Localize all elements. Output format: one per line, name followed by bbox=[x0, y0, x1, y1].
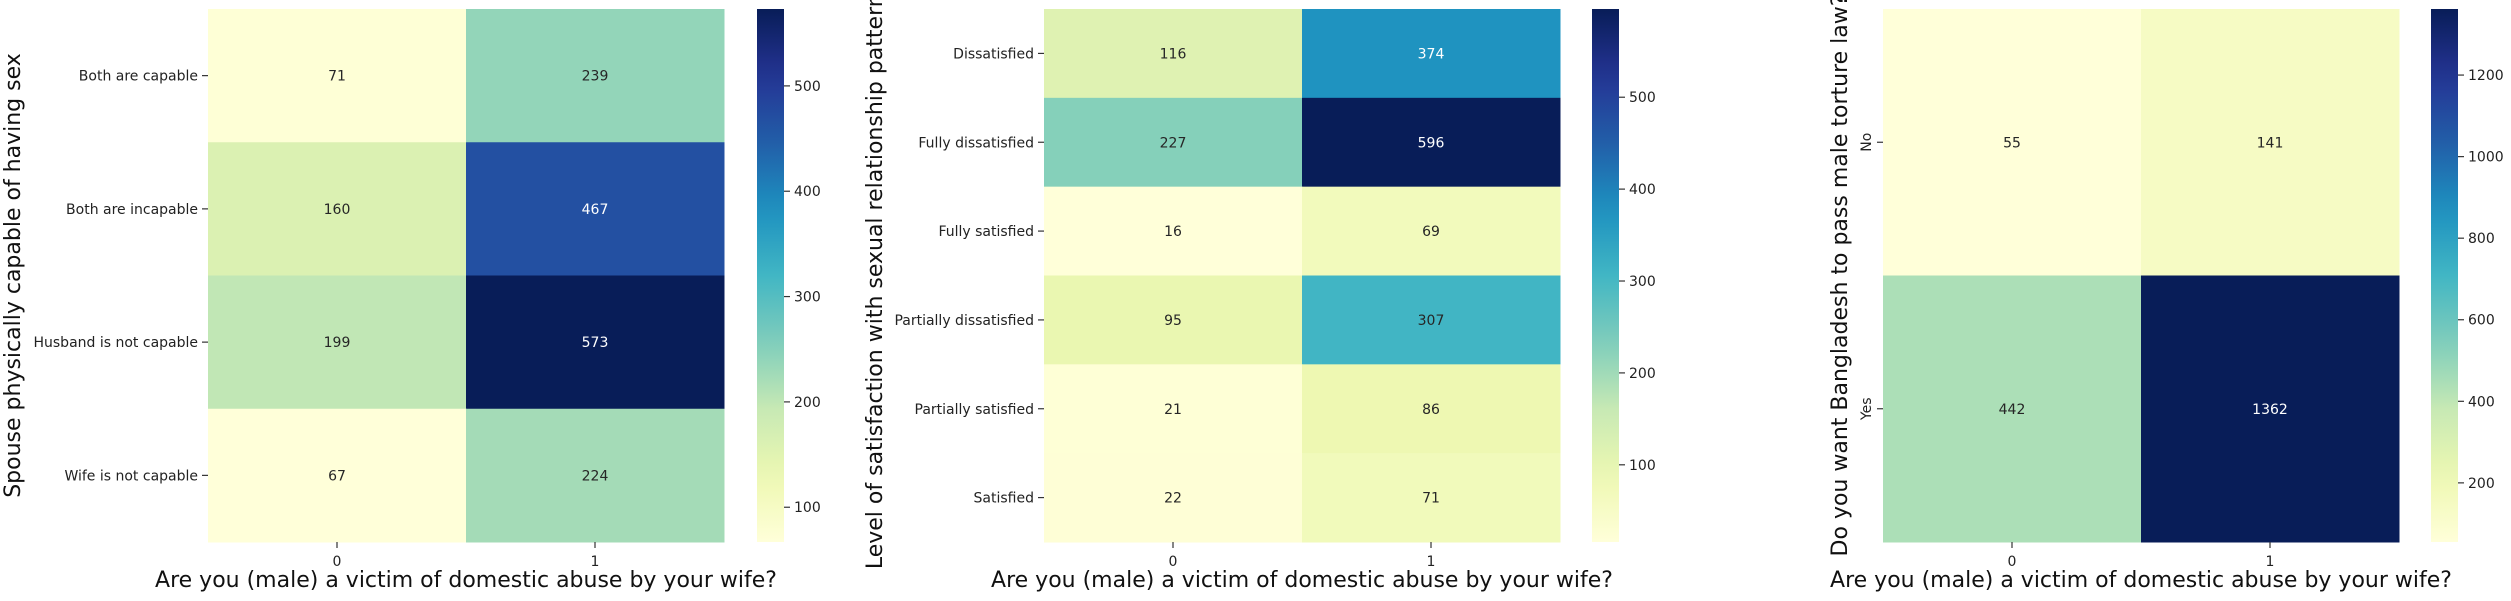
x-tick-label: 0 bbox=[2008, 554, 2017, 570]
cell-value-label: 227 bbox=[1160, 135, 1187, 151]
y-tick-label: Fully satisfied bbox=[938, 224, 1034, 240]
y-tick-label: Yes bbox=[1859, 397, 1875, 421]
x-tick-label: 1 bbox=[1427, 554, 1436, 570]
y-tick-label: Both are incapable bbox=[66, 202, 198, 218]
heatmap-cell bbox=[1302, 364, 1561, 454]
heatmap-cell bbox=[1302, 186, 1561, 276]
heatmap-panel-2: 116 374 227 596 16 69 95 307 21 86 22 71 Dissatisfie… bbox=[863, 0, 1656, 593]
heatmap-cell bbox=[208, 275, 467, 410]
colorbar-tick-label: 500 bbox=[794, 79, 821, 95]
heatmap-cell bbox=[208, 408, 467, 543]
cell-value-label: 86 bbox=[1422, 402, 1440, 418]
colorbar-tick-label: 200 bbox=[1629, 366, 1656, 382]
colorbar-tick-label: 100 bbox=[794, 500, 821, 516]
heatmap-cell bbox=[1044, 453, 1303, 543]
y-tick-label: No bbox=[1859, 133, 1875, 152]
cell-value-label: 71 bbox=[328, 69, 346, 85]
heatmap-cell bbox=[466, 408, 725, 543]
y-axis-title: Level of satisfaction with sexual relati… bbox=[863, 0, 888, 569]
colorbar-tick-label: 200 bbox=[794, 395, 821, 411]
colorbar-tick-label: 300 bbox=[1629, 274, 1656, 290]
x-axis-title: Are you (male) a victim of domestic abus… bbox=[991, 568, 1613, 593]
heatmap-cell bbox=[1044, 9, 1303, 99]
cell-value-label: 467 bbox=[582, 202, 609, 218]
colorbar-tick-label: 300 bbox=[794, 290, 821, 306]
heatmap-cell bbox=[1883, 9, 2142, 276]
colorbar-tick-label: 500 bbox=[1629, 90, 1656, 106]
cell-value-label: 71 bbox=[1422, 491, 1440, 507]
colorbar-tick-label: 200 bbox=[2468, 476, 2495, 492]
heatmap-cell bbox=[466, 9, 725, 143]
colorbar-tick-label: 1200 bbox=[2468, 68, 2504, 84]
colorbar-tick-label: 800 bbox=[2468, 231, 2495, 247]
colorbar-tick-label: 400 bbox=[1629, 182, 1656, 198]
heatmap-cell bbox=[1302, 9, 1561, 99]
cell-value-label: 199 bbox=[324, 335, 351, 351]
heatmap-panel-1: 71 239 160 467 199 573 67 224 Both are capable Bo… bbox=[1, 9, 821, 593]
cell-value-label: 141 bbox=[2257, 135, 2284, 151]
colorbar bbox=[757, 9, 784, 542]
cell-value-label: 307 bbox=[1418, 313, 1445, 329]
cell-value-label: 1362 bbox=[2252, 402, 2288, 418]
colorbar-tick-label: 1000 bbox=[2468, 150, 2504, 166]
x-tick-label: 0 bbox=[1169, 554, 1178, 570]
cell-value-label: 596 bbox=[1418, 135, 1445, 151]
cell-value-label: 21 bbox=[1164, 402, 1182, 418]
y-tick-label: Fully dissatisfied bbox=[918, 135, 1034, 151]
cell-value-label: 116 bbox=[1160, 46, 1187, 62]
x-axis-title: Are you (male) a victim of domestic abus… bbox=[155, 568, 777, 593]
y-tick-label: Both are capable bbox=[79, 69, 198, 85]
x-tick-label: 1 bbox=[2266, 554, 2275, 570]
heatmap-cell bbox=[1302, 275, 1561, 365]
cell-value-label: 95 bbox=[1164, 313, 1182, 329]
heatmap-cell bbox=[1044, 97, 1303, 188]
heatmap-cell bbox=[208, 9, 467, 143]
cell-value-label: 442 bbox=[1999, 402, 2026, 418]
cell-value-label: 16 bbox=[1164, 224, 1182, 240]
cell-value-label: 160 bbox=[324, 202, 351, 218]
heatmap-cell bbox=[1044, 275, 1303, 365]
x-tick-label: 1 bbox=[591, 554, 600, 570]
colorbar bbox=[2431, 9, 2458, 542]
heatmap-cell bbox=[466, 142, 725, 276]
heatmap-cell bbox=[2141, 275, 2400, 543]
colorbar-tick-label: 400 bbox=[2468, 394, 2495, 410]
y-tick-label: Satisfied bbox=[974, 491, 1034, 507]
cell-value-label: 69 bbox=[1422, 224, 1440, 240]
heatmap-cell bbox=[1302, 453, 1561, 543]
y-tick-label: Partially dissatisfied bbox=[894, 313, 1034, 329]
y-tick-label: Dissatisfied bbox=[953, 46, 1034, 62]
colorbar-tick-label: 600 bbox=[2468, 313, 2495, 329]
x-tick-label: 0 bbox=[333, 554, 342, 570]
y-tick-label: Partially satisfied bbox=[915, 402, 1035, 418]
heatmap-cell bbox=[2141, 9, 2400, 276]
y-axis-title: Do you want Bangladesh to pass male tort… bbox=[1828, 0, 1853, 556]
heatmap-cell bbox=[1044, 186, 1303, 276]
cell-value-label: 239 bbox=[582, 69, 609, 85]
x-axis-title: Are you (male) a victim of domestic abus… bbox=[1830, 568, 2452, 593]
heatmap-cell bbox=[1044, 364, 1303, 454]
y-tick-label: Wife is not capable bbox=[64, 468, 198, 484]
cell-value-label: 573 bbox=[582, 335, 609, 351]
y-tick-label: Husband is not capable bbox=[33, 335, 198, 351]
y-axis-title: Spouse physically capable of having sex bbox=[1, 53, 26, 498]
heatmap-cell bbox=[1883, 275, 2142, 543]
cell-value-label: 67 bbox=[328, 468, 346, 484]
cell-value-label: 224 bbox=[582, 468, 609, 484]
cell-value-label: 55 bbox=[2003, 135, 2021, 151]
cell-value-label: 374 bbox=[1418, 46, 1445, 62]
colorbar-tick-label: 400 bbox=[794, 184, 821, 200]
colorbar-tick-label: 100 bbox=[1629, 458, 1656, 474]
cell-value-label: 22 bbox=[1164, 491, 1182, 507]
heatmap-cell bbox=[1302, 97, 1561, 188]
heatmap-cell bbox=[208, 142, 467, 276]
colorbar bbox=[1592, 9, 1619, 542]
heatmap-cell bbox=[466, 275, 725, 410]
